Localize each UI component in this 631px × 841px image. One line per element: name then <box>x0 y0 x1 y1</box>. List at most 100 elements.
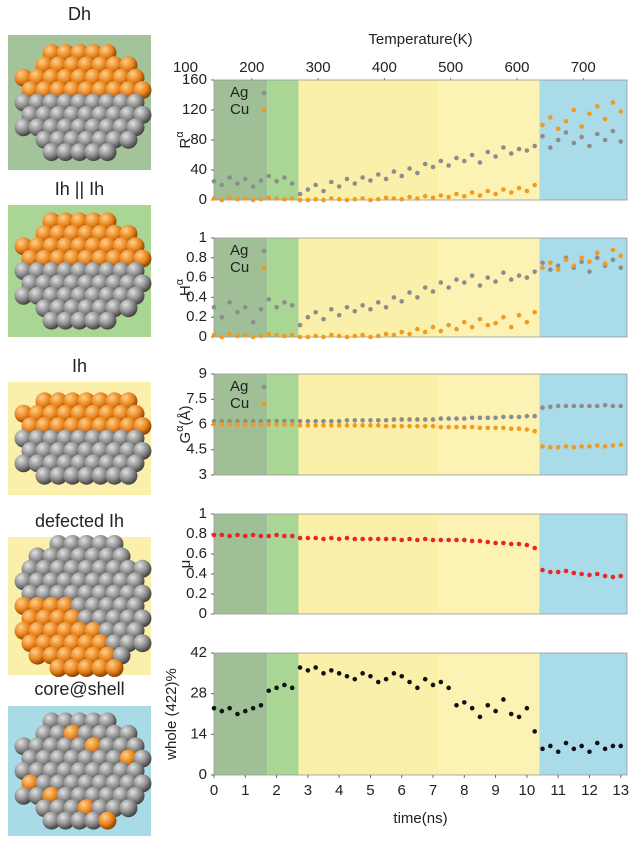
point <box>306 423 311 428</box>
point <box>392 333 397 338</box>
point <box>282 175 287 180</box>
point <box>485 426 490 431</box>
point <box>360 196 365 201</box>
point <box>431 289 436 294</box>
point <box>212 533 217 538</box>
region <box>439 653 539 775</box>
point <box>501 426 506 431</box>
point <box>462 416 467 421</box>
point <box>227 175 232 180</box>
point <box>392 671 397 676</box>
y-tick-label: 0.8 <box>186 525 207 542</box>
point <box>485 189 490 194</box>
point <box>548 260 553 265</box>
point <box>501 315 506 320</box>
point <box>462 538 467 543</box>
point <box>548 445 553 450</box>
point <box>415 686 420 691</box>
point <box>454 192 459 197</box>
point <box>392 417 397 422</box>
point <box>212 333 217 338</box>
point <box>532 729 537 734</box>
point <box>532 414 537 419</box>
point <box>579 444 584 449</box>
legend-label: Ag <box>230 242 248 259</box>
point <box>595 741 600 746</box>
point <box>290 196 295 201</box>
y-axis-title-sup: α <box>174 278 186 285</box>
structure-label: core@shell <box>34 679 124 699</box>
point <box>321 335 326 340</box>
point <box>298 423 303 428</box>
point <box>454 538 459 543</box>
point <box>282 300 287 305</box>
point <box>298 335 303 340</box>
point <box>564 444 569 449</box>
point <box>501 270 506 275</box>
point <box>282 334 287 339</box>
point <box>352 423 357 428</box>
point <box>525 320 530 325</box>
sphere <box>119 467 137 485</box>
point <box>345 418 350 423</box>
point <box>509 542 514 547</box>
point <box>337 537 342 542</box>
point <box>540 568 545 573</box>
point <box>266 688 271 693</box>
point <box>470 425 475 430</box>
x-tick-label: 2 <box>272 782 280 799</box>
point <box>478 715 483 720</box>
point <box>251 706 256 711</box>
point <box>564 404 569 409</box>
structure-label: Ih <box>72 356 87 376</box>
point <box>392 295 397 300</box>
point <box>579 124 584 129</box>
point <box>595 132 600 137</box>
point <box>259 307 264 312</box>
structure-label: defected Ih <box>35 511 124 531</box>
x-tick-label: 9 <box>491 782 499 799</box>
point <box>274 196 279 201</box>
point <box>587 269 592 274</box>
point <box>556 749 561 754</box>
x2-tick-label: 300 <box>306 59 331 76</box>
point <box>329 536 334 541</box>
y-tick-label: 0.2 <box>186 308 207 325</box>
legend-label: Ag <box>230 378 248 395</box>
x-tick-label: 13 <box>612 782 629 799</box>
point <box>368 674 373 679</box>
point <box>501 187 506 192</box>
point <box>259 703 264 708</box>
point <box>384 677 389 682</box>
y-axis-title-suffix: (Å) <box>177 405 194 425</box>
point <box>399 299 404 304</box>
point <box>306 187 311 192</box>
point <box>462 280 467 285</box>
point <box>470 706 475 711</box>
point <box>290 534 295 539</box>
point <box>392 537 397 542</box>
y-tick-label: 3 <box>199 466 207 483</box>
point <box>407 166 412 171</box>
point <box>415 538 420 543</box>
legend-marker <box>262 91 267 96</box>
point <box>352 334 357 339</box>
point <box>235 533 240 538</box>
point <box>392 424 397 429</box>
page: body { margin: 0; background: #fff; font… <box>0 0 631 841</box>
point <box>564 257 569 262</box>
legend-marker <box>262 402 267 407</box>
point <box>251 335 256 340</box>
y-tick-label: 0 <box>199 191 207 208</box>
point <box>509 325 514 330</box>
point <box>368 178 373 183</box>
point <box>384 195 389 200</box>
point <box>446 163 451 168</box>
structure-label: Dh <box>68 4 91 24</box>
point <box>306 668 311 673</box>
y-tick-label: 1 <box>199 505 207 522</box>
point <box>266 422 271 427</box>
point <box>368 307 373 312</box>
point <box>556 570 561 575</box>
point <box>368 198 373 203</box>
